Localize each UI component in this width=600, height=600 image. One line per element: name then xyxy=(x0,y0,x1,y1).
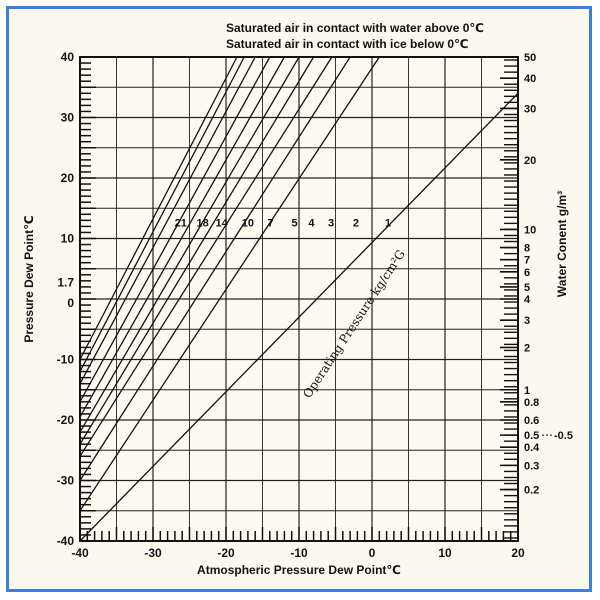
pressure-label-1: 1 xyxy=(385,217,391,229)
y2-tick-label: 8 xyxy=(524,243,530,255)
pressure-label-14: 14 xyxy=(215,217,228,229)
y-tick-label: 30 xyxy=(61,111,75,125)
pressure-label-18: 18 xyxy=(197,217,209,229)
y2-tick-label: 6 xyxy=(524,267,530,279)
y2-tick-label: 40 xyxy=(524,73,536,85)
y2-tick-label: 7 xyxy=(524,255,530,267)
y2-tick-label: 4 xyxy=(524,294,531,306)
y2-tick-label: 10 xyxy=(524,224,536,236)
pressure-labels: 21 18 14 10 7 5 4 3 2 1 xyxy=(175,217,392,229)
pressure-line-0 xyxy=(79,92,519,542)
pressure-label-4: 4 xyxy=(308,217,315,229)
x-tick-label: -10 xyxy=(290,546,308,560)
y2-tick-label: 50 xyxy=(524,52,536,64)
pressure-label-2: 2 xyxy=(353,217,359,229)
y2-tick-label: 0.3 xyxy=(524,460,539,472)
y2-tick-label: 0.8 xyxy=(524,397,539,409)
y2-tick-label: 0.5 xyxy=(524,430,539,442)
y2-tick-label: 3 xyxy=(524,315,530,327)
pressure-line-14 xyxy=(79,56,256,385)
y2-tick-label: 1 xyxy=(524,385,530,397)
pressure-line-7 xyxy=(79,56,285,418)
x-tick-labels: -40 -30 -20 -10 0 10 20 xyxy=(71,546,525,560)
pressure-line-2 xyxy=(79,56,351,481)
y2-axis-label: Water Conent g/m³ xyxy=(555,191,569,297)
y-tick-label: 0 xyxy=(67,296,74,310)
pressure-label-5: 5 xyxy=(292,217,298,229)
y2-tick-label: 0.2 xyxy=(524,485,539,497)
chart-title: Saturated air in contact with water abov… xyxy=(226,21,484,35)
y2-tick-label: 2 xyxy=(524,342,530,354)
x-tick-label: -30 xyxy=(144,546,162,560)
y2-tick-label: 5 xyxy=(524,282,530,294)
y-tick-label: 10 xyxy=(61,232,75,246)
y2-note-label: -0.5 xyxy=(554,430,573,442)
pressure-line-5 xyxy=(79,56,300,433)
y2-tick-label: 20 xyxy=(524,155,536,167)
x-tick-label: -40 xyxy=(71,546,89,560)
x-tick-label: -20 xyxy=(217,546,235,560)
y-tick-label: -40 xyxy=(57,534,75,548)
chart-subtitle: Saturated air in contact with ice below … xyxy=(226,37,469,51)
pressure-label-10: 10 xyxy=(242,217,254,229)
y-tick-labels: -40 -30 -20 -10 0 1.7 10 20 30 40 xyxy=(57,50,75,548)
y2-tick-labels: 50 40 30 20 10 876 54 3 2 10.8 0.6 0.5 -0.5 0.4 0.3 0.2 xyxy=(500,52,573,497)
x-tick-label: 10 xyxy=(438,546,452,560)
y-tick-label: 20 xyxy=(61,171,75,185)
pressure-line-21 xyxy=(79,56,238,360)
pressure-line-1 xyxy=(79,56,380,512)
y-axis-label: Pressure Dew Point℃ xyxy=(22,215,36,342)
y2-tick-label: 30 xyxy=(524,103,536,115)
y2-tick-label: 0.6 xyxy=(524,415,539,427)
pressure-label-3: 3 xyxy=(328,217,334,229)
y-tick-label: 1.7 xyxy=(57,276,74,290)
pressure-label-21: 21 xyxy=(175,217,187,229)
x-tick-label: 0 xyxy=(369,546,376,560)
y2-tick-label: 0.4 xyxy=(524,442,540,454)
x-axis-label: Atmospheric Pressure Dew Point℃ xyxy=(197,563,401,577)
pressure-label-7: 7 xyxy=(267,217,273,229)
y-tick-label: -20 xyxy=(57,413,75,427)
pressure-lines xyxy=(79,56,519,542)
x-tick-label: 20 xyxy=(511,546,525,560)
pressure-line-3 xyxy=(79,56,333,457)
y-tick-label: -10 xyxy=(57,353,75,367)
y-tick-label: -30 xyxy=(57,474,75,488)
pressure-line-4 xyxy=(79,56,315,445)
y-tick-label: 40 xyxy=(61,50,75,64)
pressure-line-10 xyxy=(79,56,271,403)
pressure-line-18 xyxy=(79,56,245,372)
